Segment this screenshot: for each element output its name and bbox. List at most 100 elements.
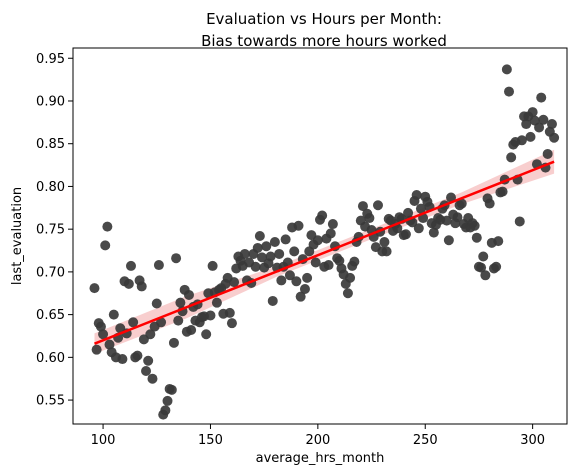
data-point [267,295,278,306]
regression-line [94,160,555,345]
data-point [102,221,113,232]
y-tick-label: 0.55 [36,394,65,409]
data-point [506,152,517,163]
data-point [104,339,115,350]
data-point [257,252,268,263]
data-point [549,132,560,143]
data-point [349,256,360,267]
data-point [476,262,487,273]
data-point [302,272,313,283]
data-point [108,309,119,320]
data-point [166,384,177,395]
y-tick-label: 0.80 [36,180,65,195]
plot-area [89,64,560,420]
data-point [175,297,186,308]
data-point [211,297,222,308]
data-point [497,186,508,197]
data-point [239,248,250,259]
data-point [471,232,482,243]
data-point [280,234,291,245]
data-point [516,135,527,146]
data-point [295,291,306,302]
data-point [226,318,237,329]
data-point [403,207,414,218]
data-points [89,64,560,420]
data-point [514,216,525,227]
data-point [428,227,439,238]
data-point [327,219,338,230]
data-point [441,215,452,226]
data-point [261,241,272,252]
data-point [252,242,263,253]
data-point [527,107,538,118]
data-point [91,344,102,355]
data-point [400,229,411,240]
data-point [504,86,515,97]
y-tick-label: 0.85 [36,137,65,152]
data-point [345,272,356,283]
data-point [89,283,100,294]
x-axis-label: average_hrs_month [256,451,385,466]
x-axis: 100 150 200 250 300 [91,424,545,448]
data-point [411,189,422,200]
data-point [274,248,285,259]
data-point [372,200,383,211]
y-tick-label: 0.90 [36,94,65,109]
y-axis: 0.55 0.60 0.65 0.70 0.75 0.80 0.85 0.90 0.95 [36,52,73,409]
data-point [205,310,216,321]
data-point [413,223,424,234]
data-point [456,198,467,209]
data-point [250,261,261,272]
chart-title-line-1: Evaluation vs Hours per Month: [206,10,442,28]
data-point [284,270,295,281]
y-tick-label: 0.75 [36,223,65,238]
data-point [128,317,139,328]
data-point [156,317,167,328]
data-point [186,325,197,335]
data-point [141,366,152,377]
x-tick-label: 300 [520,433,545,448]
data-point [100,240,111,251]
y-tick-label: 0.65 [36,308,65,323]
data-point [542,148,553,159]
y-axis-label: last_evaluation [10,187,25,285]
data-point [536,92,547,103]
data-point [207,260,218,271]
x-tick-label: 250 [413,433,438,448]
data-point [269,236,280,247]
data-point [493,236,504,247]
data-point [254,231,265,241]
data-point [171,253,182,264]
data-point [521,119,532,130]
data-point [168,337,179,348]
data-point [312,235,323,246]
data-point [293,220,304,231]
chart-title-line-2: Bias towards more hours worked [201,32,447,50]
x-tick-label: 150 [198,433,223,448]
data-point [379,236,390,247]
data-point [291,276,302,287]
data-point [162,395,173,406]
y-tick-label: 0.95 [36,52,65,67]
data-point [276,275,287,286]
data-point [117,354,128,365]
data-point [446,192,457,203]
data-point [480,270,491,281]
data-point [525,131,536,142]
data-point [123,278,134,289]
data-point [334,255,345,266]
y-tick-label: 0.60 [36,351,65,366]
data-point [289,246,300,257]
data-point [229,277,240,288]
data-point [357,201,368,212]
data-point [364,213,375,224]
data-point [98,329,109,340]
data-point [265,251,276,262]
data-point [173,315,184,326]
data-point [325,228,336,239]
data-point [183,289,194,300]
data-point [469,220,480,231]
data-point [151,298,162,309]
data-point [534,122,545,133]
